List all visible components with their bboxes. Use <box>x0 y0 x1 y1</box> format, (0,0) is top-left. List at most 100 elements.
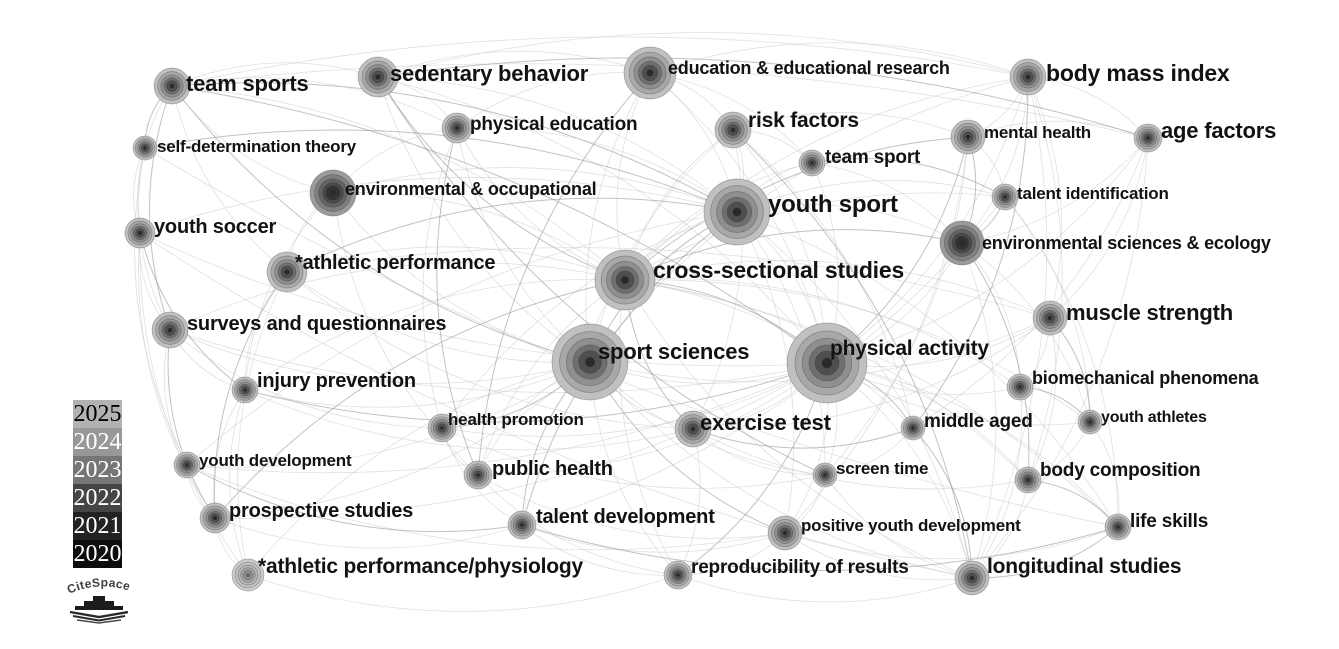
keyword-label[interactable]: prospective studies <box>229 500 414 522</box>
co-citation-edge <box>286 271 694 430</box>
keyword-label[interactable]: injury prevention <box>257 370 416 392</box>
node-center-dot <box>810 161 814 165</box>
keyword-label[interactable]: age factors <box>1161 118 1277 143</box>
keyword-label[interactable]: team sports <box>186 71 309 96</box>
keyword-node-middle-aged[interactable] <box>900 415 926 441</box>
keyword-label[interactable]: education & educational research <box>668 58 950 78</box>
keyword-node-athletic-performance-physiology[interactable] <box>231 558 265 592</box>
keyword-label[interactable]: screen time <box>836 459 929 478</box>
keyword-node-public-health[interactable] <box>463 460 493 490</box>
keyword-label[interactable]: talent identification <box>1017 184 1169 203</box>
keyword-node-self-determination-theory[interactable] <box>132 135 158 161</box>
keyword-node-prospective-studies[interactable] <box>199 502 231 534</box>
keyword-node-surveys-and-questionnaires[interactable] <box>151 311 189 349</box>
keyword-label[interactable]: surveys and questionnaires <box>187 313 447 335</box>
co-citation-edge <box>247 574 679 612</box>
keyword-label[interactable]: longitudinal studies <box>987 555 1182 578</box>
keyword-node-age-factors[interactable] <box>1133 123 1163 153</box>
co-citation-edge <box>971 137 1149 579</box>
co-citation-edge <box>422 127 458 429</box>
keyword-label[interactable]: environmental & occupational <box>345 179 597 199</box>
co-citation-edge <box>477 474 679 576</box>
co-citation-edge <box>456 127 591 363</box>
keyword-node-cross-sectional-studies[interactable] <box>594 249 656 311</box>
keyword-node-youth-development[interactable] <box>173 451 201 479</box>
co-citation-edge <box>237 271 288 576</box>
citespace-book-icon <box>69 596 129 624</box>
keyword-node-screen-time[interactable] <box>812 462 838 488</box>
co-citation-edge <box>247 361 591 576</box>
keyword-node-sedentary-behavior[interactable] <box>357 56 399 98</box>
keyword-label[interactable]: reproducibility of results <box>691 557 909 578</box>
node-center-dot <box>284 269 290 275</box>
keyword-node-positive-youth-development[interactable] <box>767 515 803 551</box>
keyword-node-environmental-occupational[interactable] <box>309 169 357 217</box>
keyword-node-talent-development[interactable] <box>507 510 537 540</box>
keyword-label[interactable]: body composition <box>1040 460 1201 481</box>
keyword-node-reproducibility-of-results[interactable] <box>663 560 693 590</box>
keyword-label[interactable]: sport sciences <box>598 339 750 364</box>
co-citation-edge <box>139 232 828 367</box>
keyword-node-youth-sport[interactable] <box>703 178 771 246</box>
keyword-label[interactable]: cross-sectional studies <box>653 257 905 283</box>
keyword-node-body-composition[interactable] <box>1014 466 1042 494</box>
keyword-node-talent-identification[interactable] <box>991 183 1019 211</box>
keyword-label[interactable]: team sport <box>825 147 921 168</box>
node-center-dot <box>476 473 480 477</box>
keyword-label[interactable]: environmental sciences & ecology <box>982 233 1271 253</box>
keyword-label[interactable]: physical education <box>470 114 638 135</box>
co-citation-edge <box>677 574 973 603</box>
node-center-dot <box>646 69 654 77</box>
keyword-node-youth-athletes[interactable] <box>1077 409 1103 435</box>
keyword-node-youth-soccer[interactable] <box>124 217 156 249</box>
keyword-label[interactable]: *athletic performance <box>295 252 496 274</box>
node-center-dot <box>245 572 251 578</box>
keyword-label[interactable]: middle aged <box>924 411 1033 432</box>
keyword-node-exercise-test[interactable] <box>674 410 712 448</box>
keyword-node-longitudinal-studies[interactable] <box>954 560 990 596</box>
co-citation-edge <box>214 361 591 519</box>
keyword-node-mental-health[interactable] <box>950 119 986 155</box>
keyword-label[interactable]: youth sport <box>768 191 898 218</box>
node-center-dot <box>1088 420 1092 424</box>
keyword-node-environmental-sciences-ecology[interactable] <box>939 220 985 266</box>
keyword-node-education-educational-research[interactable] <box>623 46 677 100</box>
keyword-label[interactable]: public health <box>492 458 613 480</box>
keyword-node-physical-activity[interactable] <box>786 322 868 404</box>
keyword-node-health-promotion[interactable] <box>427 413 457 443</box>
keyword-node-physical-education[interactable] <box>441 112 473 144</box>
keyword-label[interactable]: life skills <box>1130 511 1209 532</box>
keyword-node-sport-sciences[interactable] <box>551 323 629 401</box>
co-citation-edge <box>377 76 826 476</box>
keyword-label[interactable]: self-determination theory <box>157 137 357 156</box>
keyword-label[interactable]: sedentary behavior <box>390 61 589 86</box>
co-citation-edge <box>1004 196 1091 423</box>
keyword-node-body-mass-index[interactable] <box>1009 58 1047 96</box>
keyword-label[interactable]: talent development <box>536 506 715 528</box>
keyword-node-injury-prevention[interactable] <box>231 376 259 404</box>
keyword-node-life-skills[interactable] <box>1104 513 1132 541</box>
node-center-dot <box>167 327 173 333</box>
keyword-label[interactable]: youth soccer <box>154 216 277 238</box>
keyword-label[interactable]: physical activity <box>830 337 989 360</box>
keyword-label[interactable]: mental health <box>984 123 1091 142</box>
keyword-label[interactable]: positive youth development <box>801 516 1021 535</box>
co-citation-edge <box>377 57 1149 139</box>
keyword-label[interactable]: body mass index <box>1046 60 1230 86</box>
keyword-label[interactable]: risk factors <box>748 109 859 132</box>
keyword-node-biomechanical-phenomena[interactable] <box>1006 373 1034 401</box>
keyword-node-risk-factors[interactable] <box>714 111 752 149</box>
node-center-dot <box>959 240 965 246</box>
keyword-label[interactable]: youth development <box>199 451 352 470</box>
keyword-label[interactable]: biomechanical phenomena <box>1032 368 1259 388</box>
keyword-node-athletic-performance[interactable] <box>266 251 308 293</box>
keyword-label[interactable]: exercise test <box>700 410 831 435</box>
node-center-dot <box>185 463 189 467</box>
keyword-node-team-sports[interactable] <box>153 67 191 105</box>
keyword-label[interactable]: *athletic performance/physiology <box>258 555 584 578</box>
keyword-label[interactable]: youth athletes <box>1101 409 1207 426</box>
keyword-label[interactable]: health promotion <box>448 410 584 429</box>
keyword-node-muscle-strength[interactable] <box>1032 300 1068 336</box>
keyword-label[interactable]: muscle strength <box>1066 300 1233 325</box>
keyword-node-team-sport[interactable] <box>798 149 826 177</box>
